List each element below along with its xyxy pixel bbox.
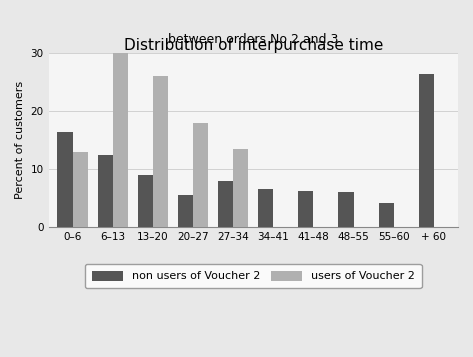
Bar [233,149,248,227]
Bar [113,53,128,227]
Bar [97,155,113,227]
Bar [338,192,354,227]
Bar [57,131,73,227]
Bar [193,123,208,227]
Bar [378,203,394,227]
Bar [138,175,153,227]
Text: between orders No 2 and 3: between orders No 2 and 3 [168,33,339,46]
Bar [258,190,273,227]
Bar [178,195,193,227]
Bar [73,152,88,227]
Bar [419,74,434,227]
Bar [218,181,233,227]
Y-axis label: Percent of customers: Percent of customers [15,81,25,199]
Bar [153,76,168,227]
Legend: non users of Voucher 2, users of Voucher 2: non users of Voucher 2, users of Voucher… [85,264,421,288]
Title: Distribution of interpurchase time: Distribution of interpurchase time [123,38,383,53]
Bar [298,191,314,227]
